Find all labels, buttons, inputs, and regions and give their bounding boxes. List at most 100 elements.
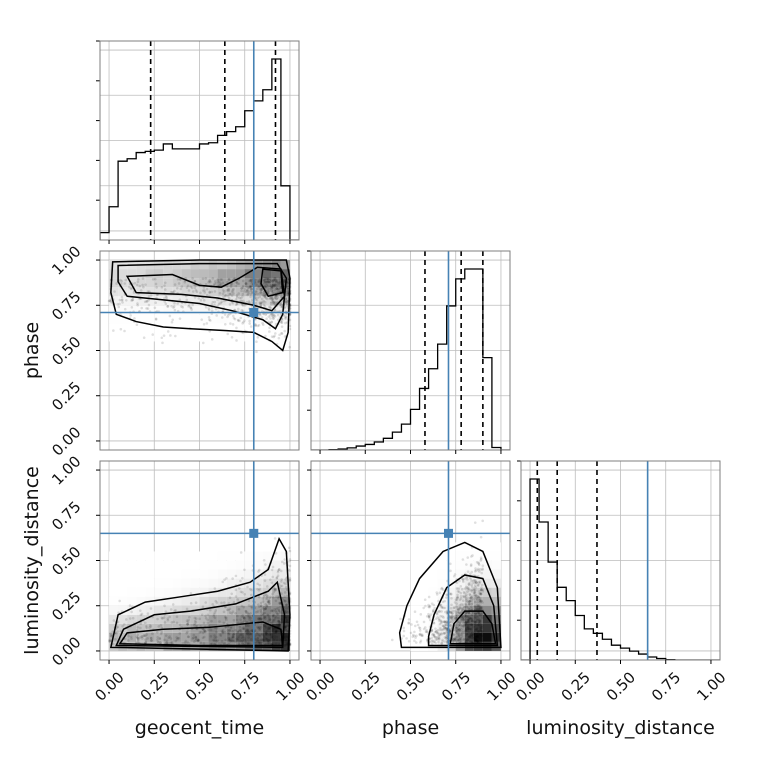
- scatter-point: [254, 610, 258, 614]
- scatter-point: [113, 631, 117, 635]
- density-bin: [235, 287, 245, 297]
- density-bin: [244, 305, 254, 315]
- scatter-point: [281, 278, 285, 282]
- scatter-point: [208, 280, 211, 283]
- scatter-point: [263, 292, 266, 296]
- scatter-point: [478, 599, 482, 602]
- scatter-point: [243, 319, 246, 322]
- scatter-point: [455, 581, 459, 584]
- truth-marker: [249, 308, 259, 318]
- density-bin: [172, 578, 182, 588]
- density-bin: [127, 578, 137, 588]
- scatter-point: [239, 618, 242, 622]
- scatter-point: [469, 627, 473, 631]
- scatter-point: [280, 592, 283, 595]
- scatter-point: [186, 622, 189, 626]
- density-bin: [145, 551, 155, 561]
- scatter-point: [116, 302, 119, 306]
- density-bin: [253, 596, 263, 606]
- scatter-point: [255, 639, 259, 643]
- scatter-point: [280, 295, 283, 299]
- scatter-point: [260, 316, 264, 319]
- scatter-point: [288, 304, 292, 307]
- scatter-point: [468, 617, 472, 621]
- density-bin: [136, 287, 146, 297]
- density-bin: [244, 551, 254, 561]
- scatter-point: [283, 600, 287, 603]
- scatter-point: [286, 300, 290, 303]
- histogram-panel-luminosity_distance: [517, 460, 721, 661]
- scatter-point: [109, 287, 113, 291]
- scatter-point: [428, 640, 432, 644]
- density-bin: [446, 623, 456, 633]
- density-bin: [271, 260, 281, 270]
- scatter-point: [225, 608, 229, 612]
- scatter-point: [263, 624, 266, 627]
- scatter-point: [462, 616, 466, 619]
- density-bin: [235, 269, 245, 279]
- scatter-point: [256, 336, 260, 339]
- density-bin: [473, 641, 483, 651]
- density-bin: [154, 296, 164, 306]
- scatter-point: [284, 625, 287, 628]
- scatter-point: [456, 596, 459, 599]
- scatter-point: [470, 609, 474, 612]
- scatter-point: [438, 603, 442, 607]
- density-bin: [446, 596, 456, 606]
- scatter-point: [263, 593, 266, 597]
- scatter-point: [136, 302, 139, 305]
- scatter-point: [243, 641, 246, 645]
- scatter-point: [214, 279, 217, 283]
- scatter-point: [193, 619, 197, 623]
- density-bin: [154, 551, 164, 561]
- scatter-point: [180, 285, 184, 288]
- scatter-point: [477, 595, 480, 599]
- density-bin: [154, 596, 164, 606]
- scatter-point: [267, 638, 271, 642]
- scatter-point: [432, 621, 436, 624]
- scatter-point: [282, 291, 286, 295]
- y-tick-label: 0.00: [48, 633, 84, 669]
- scatter-point: [428, 637, 432, 641]
- scatter-point: [444, 610, 447, 614]
- scatter-point: [276, 296, 280, 299]
- scatter-point: [286, 291, 289, 295]
- scatter-point: [476, 626, 480, 630]
- scatter-point: [219, 634, 223, 637]
- scatter-point: [229, 644, 233, 647]
- density-bin: [208, 323, 218, 333]
- density-bin: [464, 560, 474, 570]
- scatter-point: [177, 282, 181, 285]
- scatter-point: [192, 640, 196, 644]
- scatter-point: [427, 637, 431, 640]
- scatter-point: [427, 637, 430, 641]
- scatter-point: [456, 593, 459, 597]
- scatter-point: [456, 633, 460, 636]
- scatter-point: [214, 643, 218, 647]
- scatter-point: [443, 636, 447, 639]
- scatter-point: [465, 605, 469, 609]
- scatter-point: [210, 306, 214, 309]
- density-bin: [437, 551, 447, 561]
- scatter-point: [280, 584, 284, 588]
- scatter-point: [474, 594, 478, 597]
- density-bin: [190, 287, 200, 297]
- scatter-point: [239, 590, 243, 594]
- scatter-point: [418, 627, 422, 630]
- scatter-point: [459, 638, 463, 642]
- scatter-point: [274, 322, 278, 326]
- scatter-point: [282, 287, 286, 290]
- density-bin: [253, 578, 263, 588]
- scatter-point: [232, 633, 235, 636]
- scatter-point: [257, 626, 261, 629]
- scatter-point: [413, 610, 417, 614]
- density-bin: [253, 605, 263, 615]
- scatter-point: [284, 624, 288, 627]
- scatter-point: [474, 569, 478, 572]
- scatter-point: [453, 609, 457, 613]
- density-bin: [253, 623, 263, 633]
- scatter-point: [288, 280, 292, 283]
- scatter-point: [232, 600, 236, 604]
- scatter-point: [210, 619, 213, 623]
- scatter-point: [402, 626, 406, 630]
